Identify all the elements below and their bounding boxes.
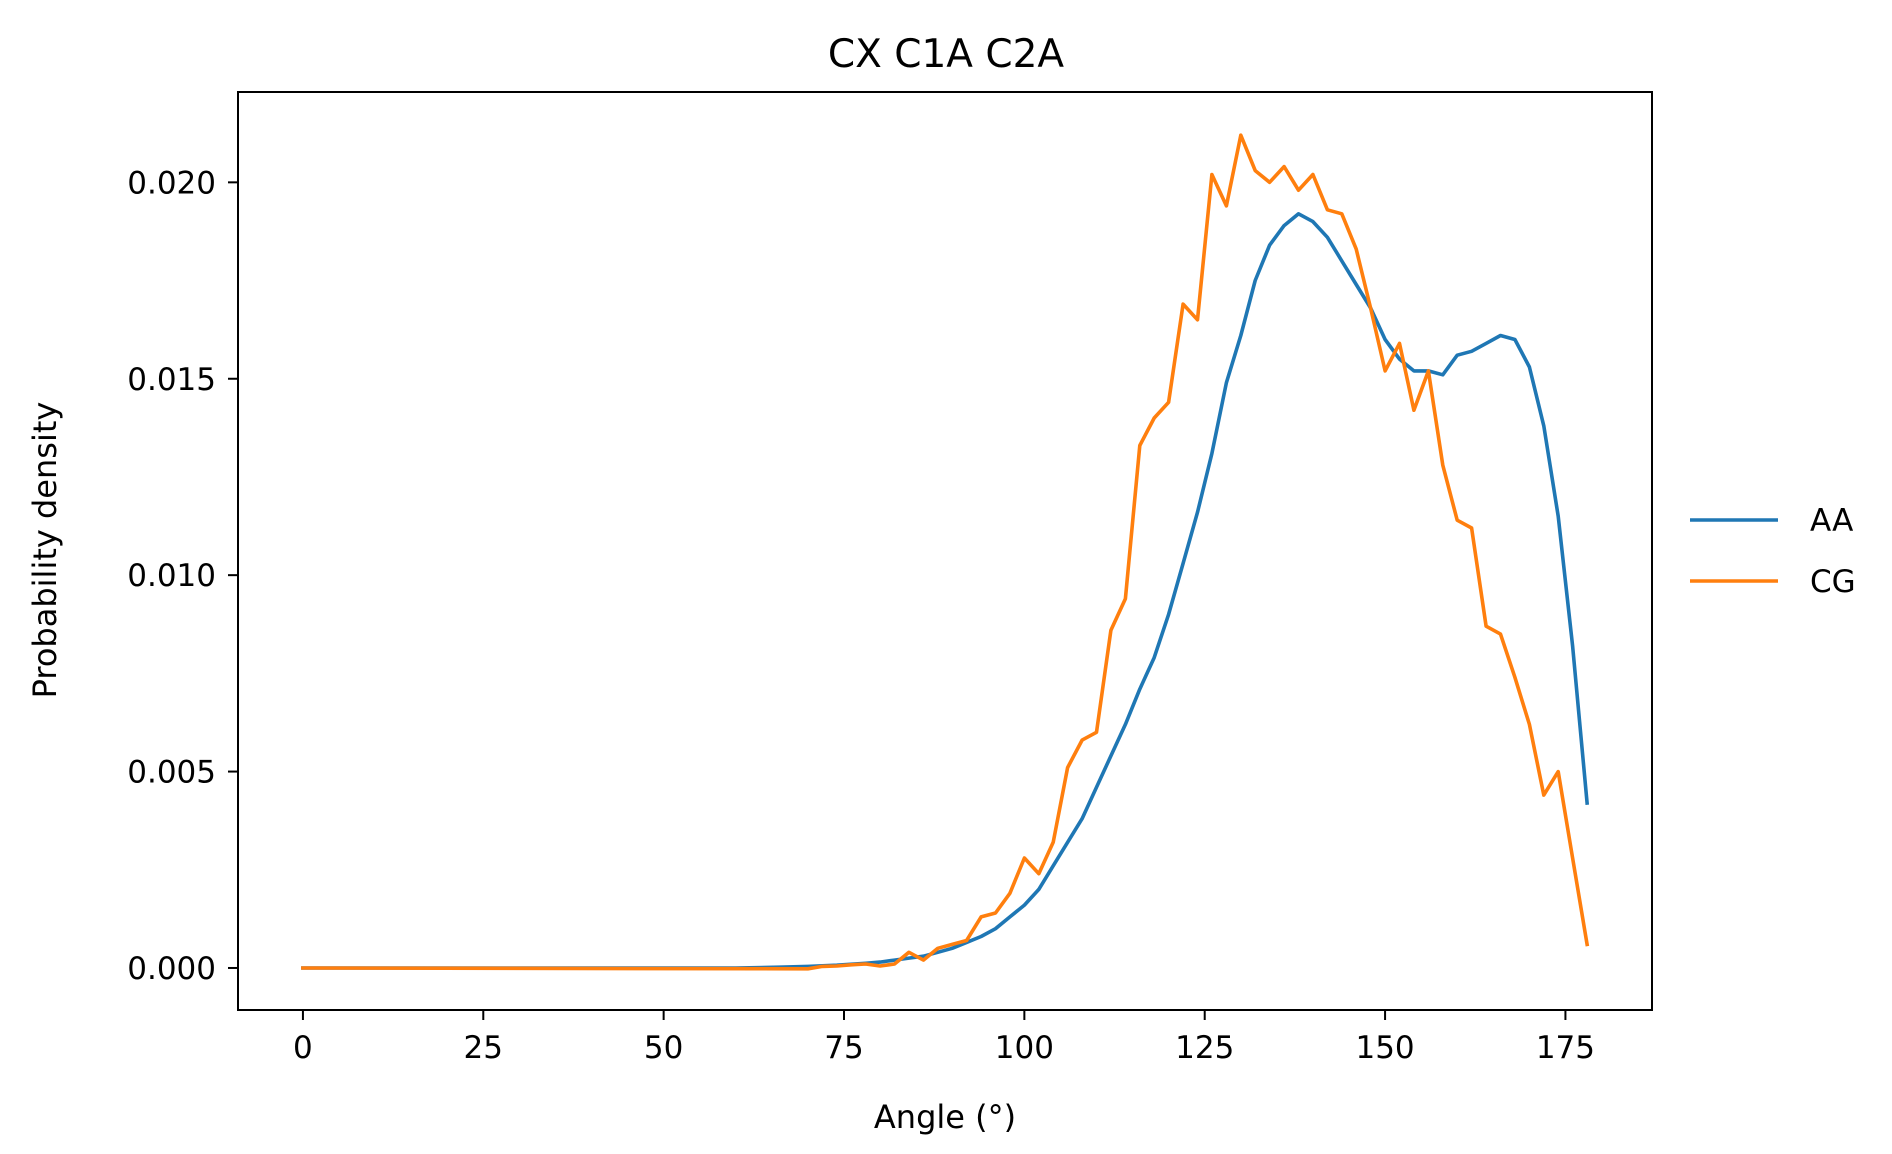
legend: AA CG xyxy=(1690,503,1856,600)
x-tick-label: 0 xyxy=(293,1030,313,1066)
y-axis-label: Probability density xyxy=(26,402,64,699)
x-axis: 0 25 50 75 100 125 150 175 xyxy=(293,1010,1595,1066)
x-tick-label: 125 xyxy=(1175,1030,1234,1066)
x-axis-label: Angle (°) xyxy=(874,1098,1016,1136)
legend-label-aa: AA xyxy=(1810,503,1853,539)
x-tick-label: 150 xyxy=(1355,1030,1414,1066)
x-tick-label: 25 xyxy=(464,1030,503,1066)
x-tick-label: 50 xyxy=(644,1030,683,1066)
plot-frame xyxy=(237,91,1653,1011)
plot-area xyxy=(237,91,1653,1011)
series-line-aa xyxy=(301,212,1590,970)
y-tick-label: 0.020 xyxy=(127,165,216,201)
y-tick-label: 0.010 xyxy=(127,558,216,594)
x-tick-label: 175 xyxy=(1536,1030,1595,1066)
legend-label-cg: CG xyxy=(1810,564,1856,600)
series-line-cg xyxy=(301,133,1590,971)
y-tick-label: 0.015 xyxy=(127,362,216,398)
series-layer xyxy=(301,133,1590,971)
y-tick-label: 0.000 xyxy=(127,951,216,987)
x-tick-label: 75 xyxy=(824,1030,863,1066)
y-tick-label: 0.005 xyxy=(127,755,216,791)
y-axis: 0.000 0.005 0.010 0.015 0.020 xyxy=(127,165,238,987)
chart-title: CX C1A C2A xyxy=(828,32,1065,77)
x-tick-label: 100 xyxy=(995,1030,1054,1066)
